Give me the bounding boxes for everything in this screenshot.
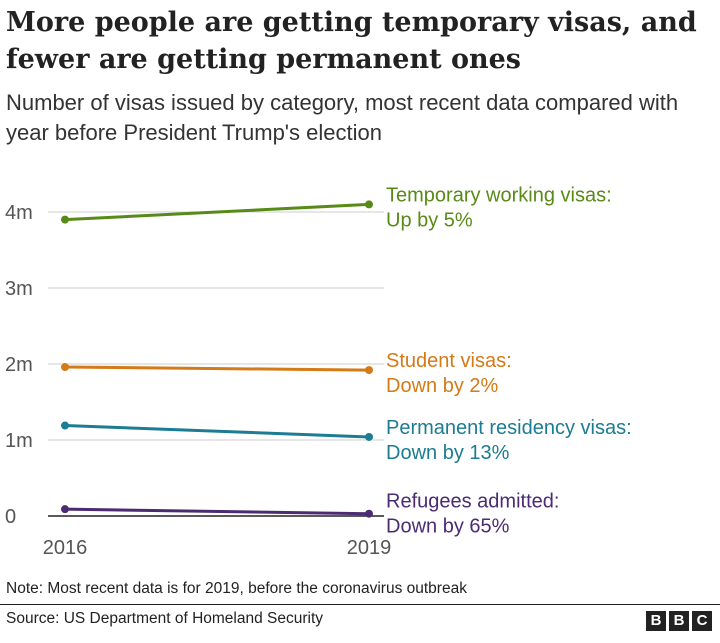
series-label-change: Down by 2% (386, 375, 498, 397)
series-label-name: Student visas: (386, 350, 512, 372)
data-point (61, 505, 69, 514)
data-point (365, 200, 373, 209)
y-tick-label: 1m (5, 430, 33, 452)
bbc-logo: B B C (646, 611, 712, 631)
data-point (61, 421, 69, 430)
x-tick-label: 2016 (43, 537, 88, 559)
bbc-logo-letter: C (692, 611, 712, 631)
y-tick-label: 3m (5, 278, 33, 300)
series-label-change: Down by 65% (386, 516, 510, 538)
series-line (64, 202, 370, 222)
x-tick-label: 2019 (347, 537, 392, 559)
series-line (64, 424, 370, 439)
series-label-name: Permanent residency visas: (386, 417, 632, 439)
chart-area: 0 1m 2m 3m 4m 2016 2019 Temporary working visas… (5, 184, 632, 559)
data-point (365, 509, 373, 518)
chart-title: More people are getting temporary visas,… (6, 7, 697, 75)
series-line (64, 507, 370, 516)
series-line (64, 365, 370, 372)
series-label-name: Refugees admitted: (386, 491, 559, 513)
y-tick-label: 0 (5, 506, 16, 528)
y-tick-label: 2m (5, 354, 33, 376)
data-point (365, 366, 373, 375)
series-label-change: Up by 5% (386, 209, 473, 231)
series-label-name: Temporary working visas: (386, 184, 612, 206)
chart-subtitle: Number of visas issued by category, most… (6, 90, 679, 145)
footer-divider (0, 604, 720, 605)
data-point (61, 215, 69, 224)
y-tick-label: 4m (5, 202, 33, 224)
bbc-logo-letter: B (646, 611, 666, 631)
data-point (61, 363, 69, 372)
source-credit: Source: US Department of Homeland Securi… (6, 610, 324, 627)
data-point (365, 432, 373, 441)
bbc-logo-letter: B (669, 611, 689, 631)
series-label-change: Down by 13% (386, 442, 510, 464)
chart-note: Note: Most recent data is for 2019, befo… (6, 580, 467, 597)
